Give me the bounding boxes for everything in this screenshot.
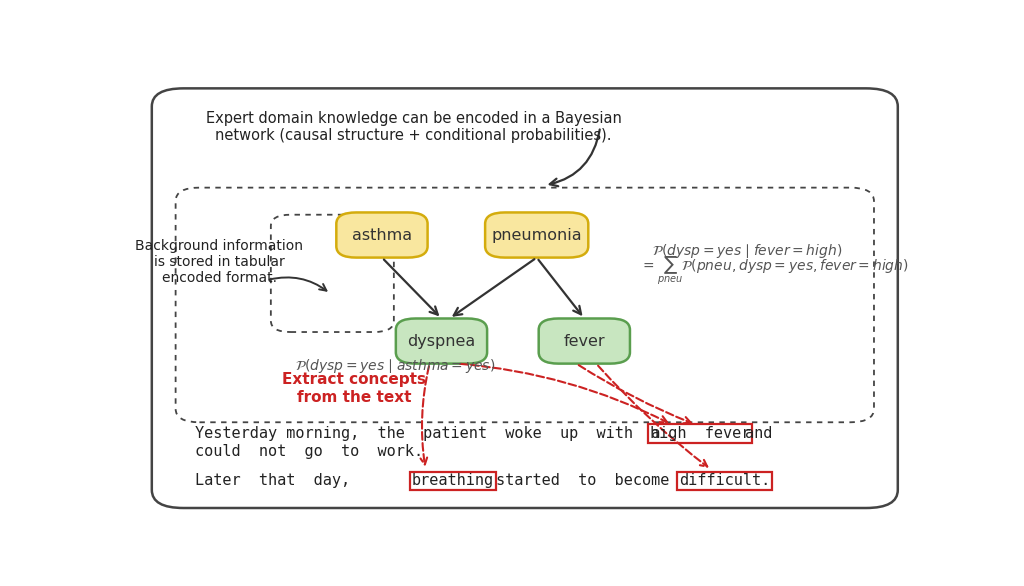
Text: Expert domain knowledge can be encoded in a Bayesian
network (causal structure +: Expert domain knowledge can be encoded i… <box>206 111 622 143</box>
Text: asthma: asthma <box>352 227 412 243</box>
Text: dyspnea: dyspnea <box>408 333 475 349</box>
Text: pneumonia: pneumonia <box>492 227 582 243</box>
Text: and: and <box>745 426 773 441</box>
Text: fever: fever <box>563 333 605 349</box>
Text: high  fever: high fever <box>650 426 751 441</box>
FancyBboxPatch shape <box>336 213 428 258</box>
Text: $\mathcal{P}(dysp = yes \mid fever = high)$: $\mathcal{P}(dysp = yes \mid fever = hig… <box>652 242 842 260</box>
Text: $\mathcal{P}(dysp = yes \mid asthma = yes)$: $\mathcal{P}(dysp = yes \mid asthma = ye… <box>295 357 495 375</box>
Text: started  to  become: started to become <box>497 473 670 488</box>
FancyBboxPatch shape <box>539 319 630 363</box>
Text: Extract concepts
from the text: Extract concepts from the text <box>283 372 426 404</box>
Text: Yesterday morning,  the  patient  woke  up  with  a: Yesterday morning, the patient woke up w… <box>196 426 660 441</box>
FancyBboxPatch shape <box>485 213 588 258</box>
Text: difficult.: difficult. <box>679 473 770 488</box>
Text: breathing: breathing <box>412 473 495 488</box>
Text: Later  that  day,: Later that day, <box>196 473 350 488</box>
Text: could  not  go  to  work.: could not go to work. <box>196 444 424 459</box>
Text: $= \sum_{pneu}\mathcal{P}(pneu, dysp = yes, fever = high)$: $= \sum_{pneu}\mathcal{P}(pneu, dysp = y… <box>640 255 908 287</box>
Text: Background information
is stored in tabular
encoded format.: Background information is stored in tabu… <box>135 239 303 285</box>
FancyBboxPatch shape <box>396 319 487 363</box>
